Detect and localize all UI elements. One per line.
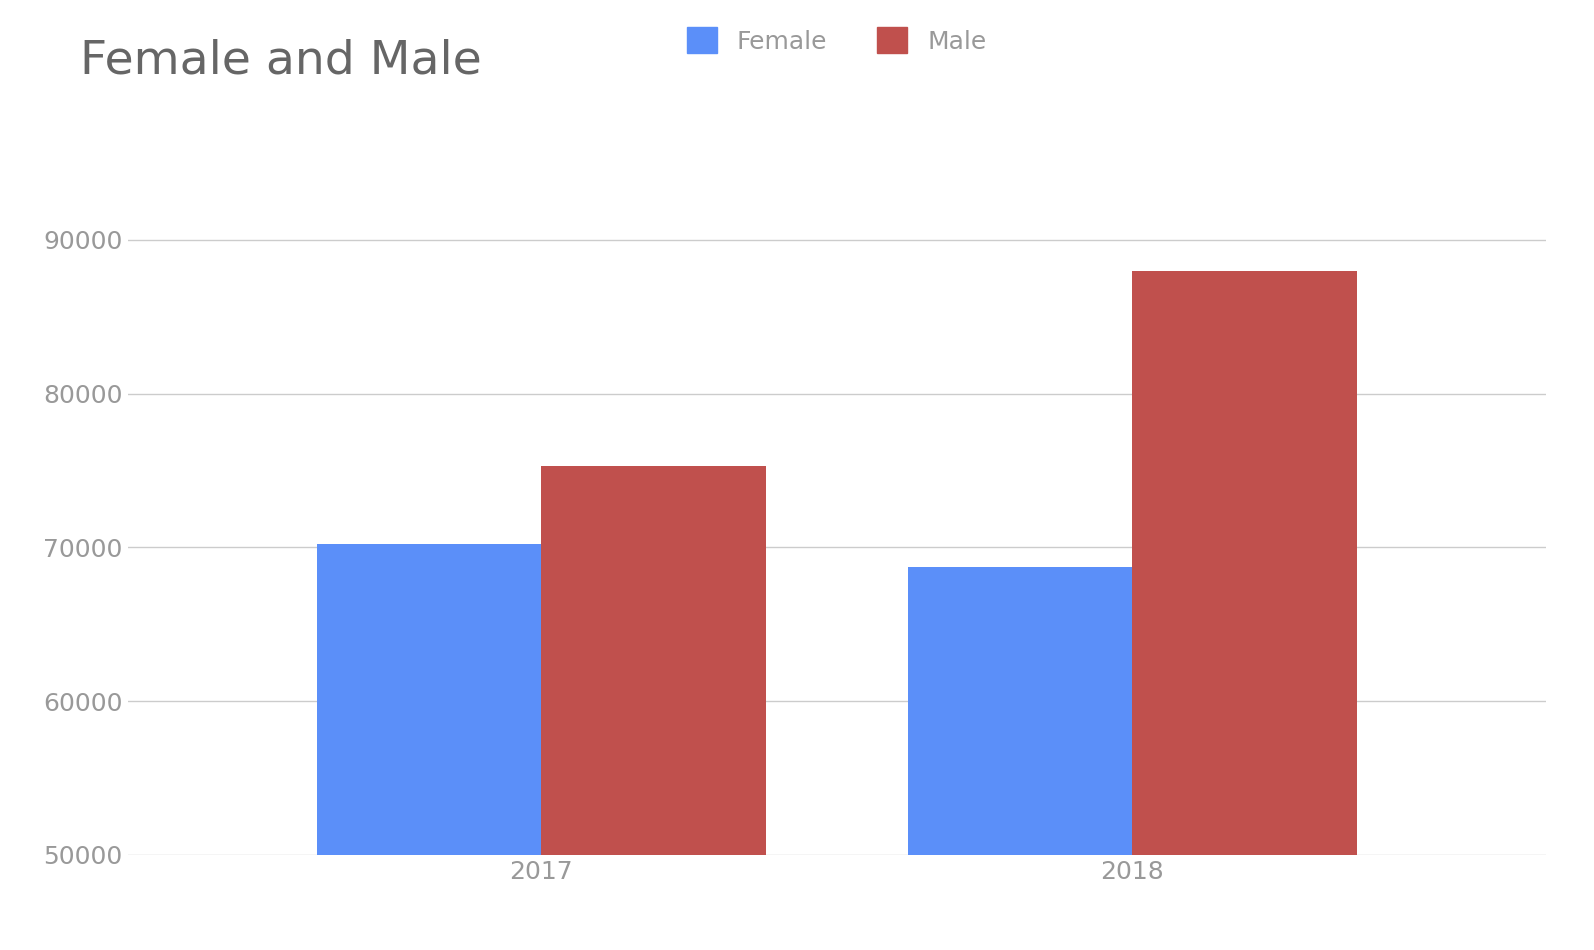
- Bar: [317, 544, 542, 950]
- Bar: [542, 466, 765, 950]
- Bar: [1132, 271, 1356, 950]
- Legend: Female, Male: Female, Male: [674, 15, 999, 66]
- Bar: [909, 567, 1132, 950]
- Text: Female and Male: Female and Male: [80, 38, 481, 83]
